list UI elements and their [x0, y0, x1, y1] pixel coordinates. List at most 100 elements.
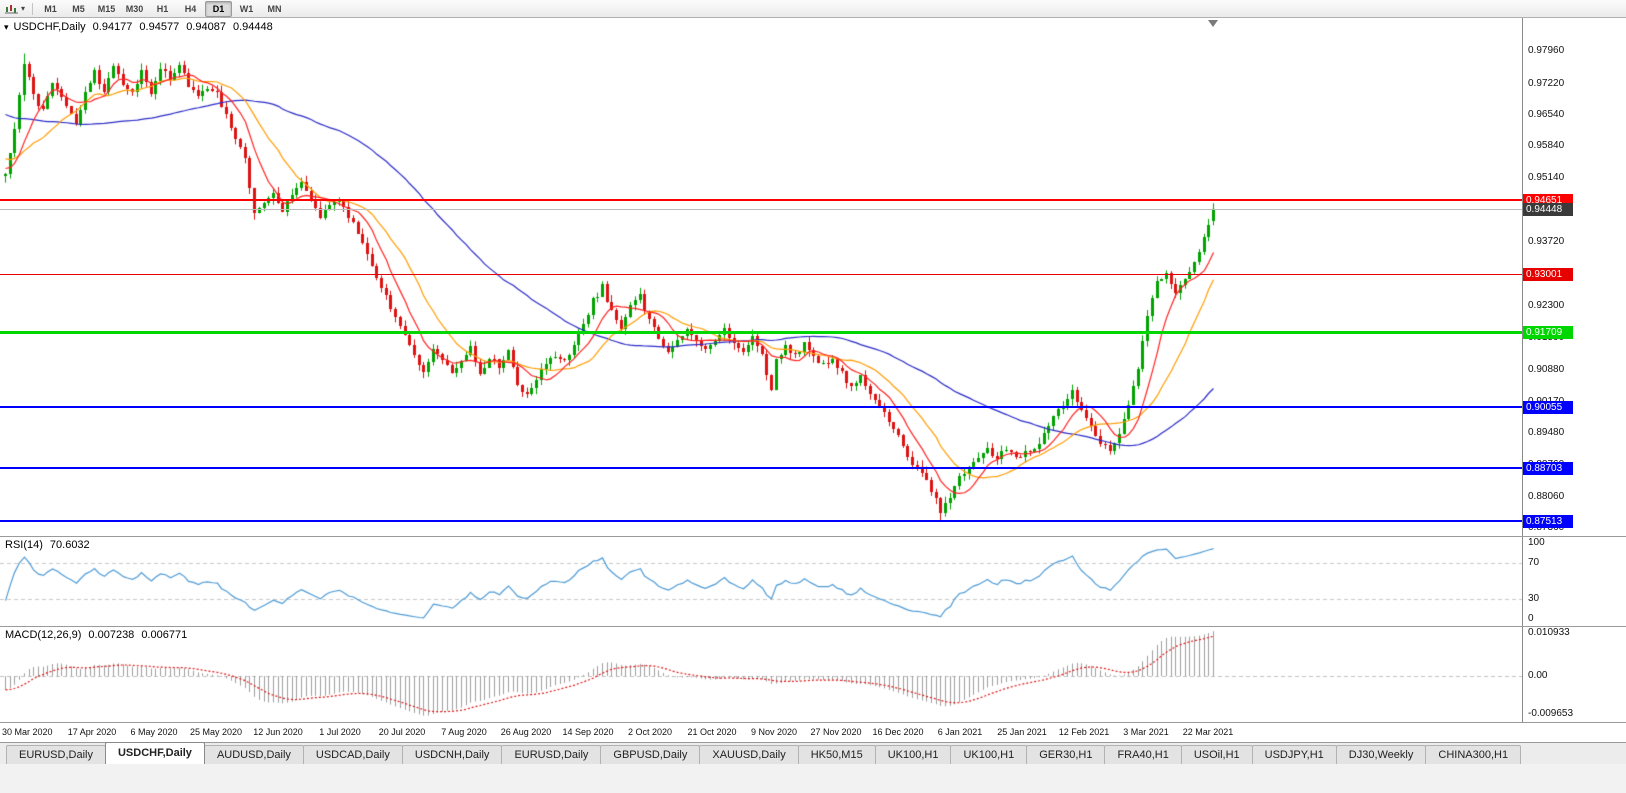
- pane-separator-rsi[interactable]: [0, 536, 1626, 537]
- date-label: 3 Mar 2021: [1123, 727, 1169, 737]
- date-label: 12 Jun 2020: [253, 727, 303, 737]
- level-price-label: 0.88703: [1523, 461, 1573, 475]
- level-price-label: 0.87513: [1523, 515, 1573, 529]
- rsi-name: RSI(14): [5, 539, 43, 551]
- date-label: 7 Aug 2020: [441, 727, 487, 737]
- timeframe-button-group: M1 M5 M15 M30 H1 H4 D1 W1 MN: [37, 0, 289, 17]
- timeframe-button-h1[interactable]: H1: [156, 3, 169, 14]
- timeframe-button-w1[interactable]: W1: [239, 3, 254, 14]
- timeframe-button-m15[interactable]: M15: [97, 3, 116, 14]
- timeframe-button-mn[interactable]: MN: [267, 3, 282, 14]
- price-tick-label: 0.92300: [1528, 299, 1565, 311]
- level-price-label: 0.90055: [1523, 400, 1573, 414]
- price-tick-label: 0.95840: [1528, 140, 1565, 152]
- date-label: 25 Jan 2021: [997, 727, 1047, 737]
- rsi-scale-label: 70: [1528, 557, 1540, 568]
- chart-tab-audusd-daily[interactable]: AUDUSD,Daily: [203, 745, 304, 764]
- chart-tab-uk100-h1[interactable]: UK100,H1: [950, 745, 1028, 764]
- price-tick-label: 0.97220: [1528, 78, 1565, 90]
- chart-tab-hk50-m15[interactable]: HK50,M15: [797, 745, 876, 764]
- chart-tab-usdchf-daily[interactable]: USDCHF,Daily: [104, 742, 205, 764]
- date-label: 26 Aug 2020: [500, 727, 552, 737]
- date-label: 16 Dec 2020: [872, 727, 924, 737]
- horizontal-level-line[interactable]: [0, 330, 1522, 334]
- price-tick-label: 0.96540: [1528, 108, 1565, 120]
- time-axis[interactable]: 30 Mar 2020 17 Apr 2020 6 May 2020 25 May 2…: [0, 723, 1522, 742]
- rsi-scale-label: 30: [1528, 593, 1540, 604]
- quote-open: 0.94177: [92, 21, 133, 33]
- quote-high: 0.94577: [139, 21, 180, 33]
- date-label: 22 Mar 2021: [1182, 727, 1234, 737]
- chart-tab-bar: EURUSD,Daily USDCHF,Daily AUDUSD,Daily USDC…: [0, 742, 1626, 764]
- shift-end-marker-icon[interactable]: [1208, 20, 1218, 27]
- timeframe-button-m1[interactable]: M1: [44, 3, 57, 14]
- chart-tab-eurusd-daily[interactable]: EURUSD,Daily: [501, 745, 602, 764]
- pane-separator-macd[interactable]: [0, 626, 1626, 627]
- macd-indicator-label: MACD(12,26,9) 0.007238 0.006771: [5, 629, 194, 641]
- price-tick-label: 0.90880: [1528, 363, 1565, 375]
- candlestick-chart-canvas[interactable]: [0, 18, 1522, 722]
- chart-symbol-period: USDCHF,Daily: [13, 21, 86, 33]
- price-tick-label: 0.88060: [1528, 490, 1565, 502]
- chart-type-dropdown-icon[interactable]: ▾: [21, 4, 26, 13]
- horizontal-level-line[interactable]: [0, 273, 1522, 275]
- quote-close: 0.94448: [232, 21, 273, 33]
- chart-title: ▾ USDCHF,Daily 0.94177 0.94577 0.94087 0…: [4, 21, 280, 33]
- window-bottom-strip: [0, 764, 1626, 793]
- toolbar-divider: [32, 2, 34, 15]
- timeframe-button-h4[interactable]: H4: [184, 3, 197, 14]
- date-label: 25 May 2020: [189, 727, 243, 737]
- chart-tab-fra40-h1[interactable]: FRA40,H1: [1104, 745, 1182, 764]
- macd-scale-label: 0.010933: [1528, 627, 1570, 638]
- macd-scale-label: 0.00: [1528, 670, 1548, 682]
- horizontal-level-line[interactable]: [0, 198, 1522, 201]
- current-price-label: 0.94448: [1523, 203, 1573, 217]
- chart-tab-china300-h1[interactable]: CHINA300,H1: [1425, 745, 1522, 764]
- rsi-scale-label: 100: [1528, 537, 1545, 548]
- date-label: 14 Sep 2020: [562, 727, 614, 737]
- date-label: 30 Mar 2020: [2, 727, 53, 737]
- chart-tab-usoil-h1[interactable]: USOil,H1: [1180, 745, 1253, 764]
- price-axis-line: [1522, 18, 1523, 722]
- timeframe-button-d1[interactable]: D1: [205, 0, 233, 17]
- date-label: 9 Nov 2020: [750, 727, 798, 737]
- chart-tab-dj30-weekly[interactable]: DJ30,Weekly: [1335, 745, 1427, 764]
- date-label: 20 Jul 2020: [378, 727, 426, 737]
- horizontal-level-line[interactable]: [0, 520, 1522, 523]
- chart-tab-usdcad-daily[interactable]: USDCAD,Daily: [302, 745, 403, 764]
- timeframe-button-m30[interactable]: M30: [125, 3, 144, 14]
- horizontal-level-line[interactable]: [0, 405, 1522, 408]
- chart-tab-eurusd-daily[interactable]: EURUSD,Daily: [6, 745, 106, 764]
- date-label: 2 Oct 2020: [627, 727, 673, 737]
- chart-tab-ger30-h1[interactable]: GER30,H1: [1026, 745, 1106, 764]
- macd-scale-label: -0.009653: [1528, 708, 1574, 719]
- level-price-label: 0.91709: [1523, 326, 1573, 340]
- price-tick-label: 0.89480: [1528, 426, 1565, 438]
- chart-tab-gbpusd-daily[interactable]: GBPUSD,Daily: [600, 745, 701, 764]
- chart-tab-usdcnh-daily[interactable]: USDCNH,Daily: [401, 745, 503, 764]
- quote-low: 0.94087: [186, 21, 226, 33]
- price-axis[interactable]: 0.97960 0.97220 0.96540 0.95840 0.95140 0.944…: [1523, 18, 1626, 722]
- price-tick-label: 0.95140: [1528, 171, 1565, 183]
- chart-tab-xauusd-daily[interactable]: XAUUSD,Daily: [699, 745, 799, 764]
- timeframe-button-m5[interactable]: M5: [72, 3, 85, 14]
- macd-main-value: 0.007238: [88, 629, 135, 641]
- date-label: 6 Jan 2021: [937, 727, 983, 737]
- rsi-scale-label: 0: [1528, 613, 1534, 624]
- chart-area: ▾ USDCHF,Daily 0.94177 0.94577 0.94087 0…: [0, 18, 1626, 742]
- horizontal-level-line[interactable]: [0, 466, 1522, 469]
- chart-tab-uk100-h1[interactable]: UK100,H1: [874, 745, 952, 764]
- date-label: 12 Feb 2021: [1058, 727, 1110, 737]
- level-price-label: 0.93001: [1523, 268, 1573, 282]
- symbol-menu-icon[interactable]: ▾: [4, 21, 9, 32]
- chart-tab-usdjpy-h1[interactable]: USDJPY,H1: [1251, 745, 1337, 764]
- date-label: 21 Oct 2020: [687, 727, 737, 737]
- date-label: 27 Nov 2020: [810, 727, 862, 737]
- current-price-line: [0, 209, 1522, 210]
- price-tick-label: 0.93720: [1528, 235, 1565, 247]
- macd-name: MACD(12,26,9): [5, 629, 82, 641]
- chart-type-icon[interactable]: [4, 2, 20, 15]
- macd-signal-value: 0.006771: [141, 629, 188, 641]
- rsi-value: 70.6032: [49, 539, 90, 551]
